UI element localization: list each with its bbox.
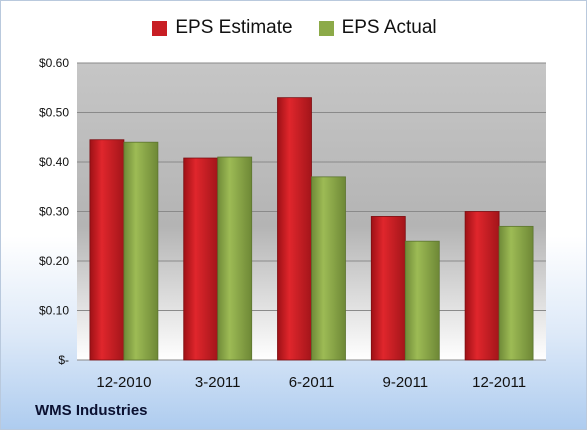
bar-eps-actual (498, 225, 534, 361)
x-tick-label: 12-2010 (96, 374, 151, 391)
bar-eps-estimate (277, 97, 312, 361)
bar-eps-actual (311, 176, 346, 361)
legend-swatch-estimate (152, 20, 168, 36)
company-label: WMS Industries (35, 402, 148, 419)
legend-swatch-actual (318, 20, 334, 36)
bar-eps-estimate (370, 216, 406, 361)
y-tick-label: $0.10 (39, 304, 69, 318)
bar-eps-estimate (89, 139, 125, 361)
y-tick-label: $- (58, 353, 69, 367)
legend-label-estimate: EPS Estimate (175, 17, 293, 38)
bars (89, 97, 534, 361)
legend: EPS Estimate EPS Actual (1, 17, 586, 39)
y-tick-label: $0.40 (39, 155, 69, 169)
bar-eps-actual (404, 240, 440, 361)
legend-item-estimate: EPS Estimate (152, 17, 293, 39)
bar-eps-actual (217, 156, 253, 361)
legend-item-actual: EPS Actual (318, 17, 437, 39)
bar-eps-estimate (183, 157, 219, 361)
x-tick-label: 3-2011 (195, 374, 241, 391)
x-axis-ticks: 12-2010 3-2011 6-2011 9-2011 12-2011 (96, 374, 526, 391)
y-tick-label: $0.60 (39, 56, 69, 70)
legend-label-actual: EPS Actual (341, 17, 437, 38)
bar-eps-estimate (464, 211, 500, 361)
y-tick-label: $0.20 (39, 254, 69, 268)
bar-eps-actual (123, 141, 159, 361)
x-tick-label: 12-2011 (472, 374, 526, 391)
x-tick-label: 6-2011 (289, 374, 335, 391)
y-axis-ticks: $- $0.10 $0.20 $0.30 $0.40 $0.50 $0.60 (39, 56, 69, 367)
y-tick-label: $0.30 (39, 205, 69, 219)
y-tick-label: $0.50 (39, 106, 69, 120)
x-tick-label: 9-2011 (383, 374, 429, 391)
